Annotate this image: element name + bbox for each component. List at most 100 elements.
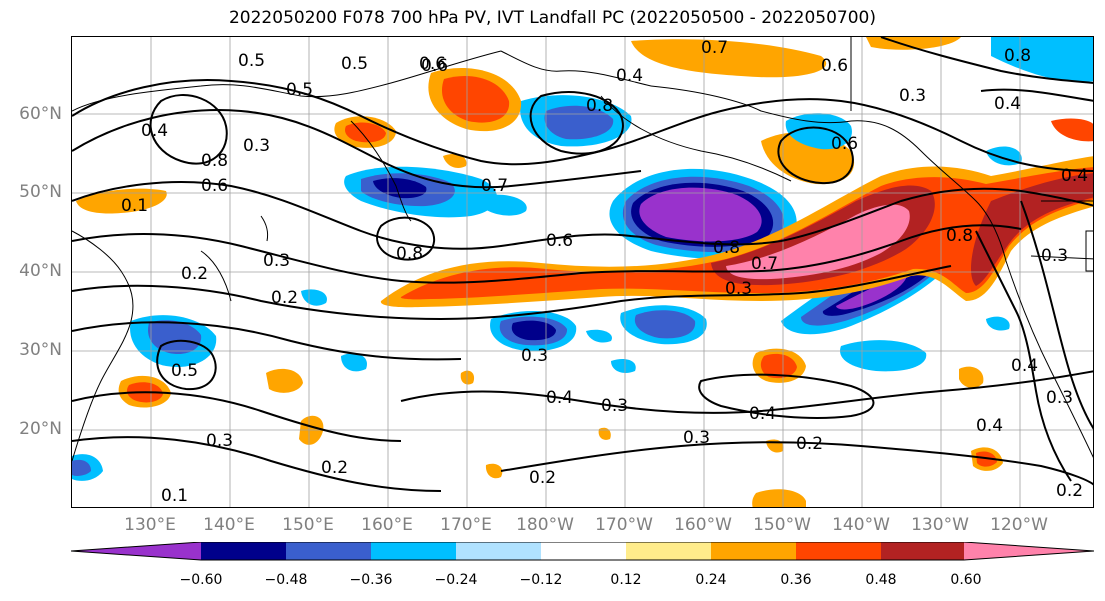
contour-label: 0.8 [946,226,973,246]
negative-anomaly-region [481,194,527,216]
colorbar-segment [71,542,201,560]
colorbar-tick: 0.36 [780,572,812,588]
contour-label: 0.7 [481,176,508,196]
contour-label: 0.2 [529,468,556,488]
contour-label: 0.4 [141,121,168,141]
colorbar-segment [711,542,796,560]
colorbar-tick: −0.24 [434,572,478,588]
lon-label-170w: 170°W [595,515,653,535]
contour-label: 0.5 [171,361,198,381]
negative-anomaly-region [341,353,367,372]
contour-label: 0.3 [725,279,752,299]
contour-label: 0.3 [521,346,548,366]
lon-label-160w: 160°W [674,515,732,535]
contour-label: 0.4 [616,66,643,86]
colorbar-tick: −0.60 [179,572,223,588]
contour-label: 0.1 [121,196,148,216]
positive-anomaly-region [752,489,806,507]
colorbar-segment [626,542,711,560]
negative-anomaly-region [586,329,612,343]
negative-anomaly-region [301,289,327,306]
colorbar-segment [456,542,541,560]
positive-anomaly-region [1051,118,1093,142]
colorbar-segment [201,542,286,560]
negative-anomaly-region [991,37,1093,82]
positive-anomaly-region [726,204,910,280]
negative-anomaly-region [611,359,636,373]
contour-label: 0.8 [201,151,228,171]
contour-label: 0.2 [181,264,208,284]
contour-label: 0.5 [238,51,265,71]
contour-label: 0.3 [899,86,926,106]
contour-label: 0.8 [586,96,613,116]
negative-anomaly-region [634,310,696,339]
colorbar-segment [796,542,881,560]
lon-label-180w: 180°W [516,515,574,535]
negative-anomaly-region [840,340,927,372]
contour-label: 0.2 [796,434,823,454]
colorbar-segment [881,542,964,560]
contour-label: 0.7 [751,254,778,274]
contour-label: 0.3 [206,431,233,451]
positive-anomaly-region [959,366,984,388]
contour-label: 0.3 [1041,246,1068,266]
contour-label: 0.4 [749,404,776,424]
lon-label-120w: 120°W [990,515,1048,535]
contour-label: 0.2 [1056,481,1083,501]
contour-label: 0.3 [601,396,628,416]
colorbar-tick: −0.12 [519,572,563,588]
negative-anomaly-region [639,187,762,242]
map-panel: 0.5 0.5 0.5 0.6 0.7 0.8 0.8 0.6 0.3 0.4 … [71,36,1094,508]
contour-label: 0.6 [201,176,228,196]
contour-label: 0.7 [701,38,728,58]
lon-label-160e: 160°E [361,515,413,535]
positive-anomaly-region [76,188,167,214]
contour-label: 0.2 [321,458,348,478]
contour-label: 0.8 [1004,46,1031,66]
colorbar-tick: −0.36 [349,572,393,588]
colorbar-segment [541,542,626,560]
contour-label: 0.5 [341,54,368,74]
contour-label: 0.6 [421,56,448,76]
lat-label-20n: 20°N [19,419,62,439]
colorbar [71,542,1094,561]
pv-contours [72,37,1093,492]
lat-label-30n: 30°N [19,340,62,360]
contour-label: 0.6 [419,54,446,74]
contour-label: 0.2 [271,288,298,308]
positive-anomaly-region [598,427,611,440]
positive-anomaly-region [266,368,303,393]
positive-anomaly-region [345,122,386,143]
contour-labels: 0.5 0.5 0.5 0.6 0.7 0.8 0.8 0.6 0.3 0.4 … [121,38,1088,506]
contour-label: 0.3 [683,428,710,448]
lat-label-50n: 50°N [19,182,62,202]
contour-label: 0.3 [263,251,290,271]
contour-label: 0.8 [713,238,740,258]
positive-anomaly-region [760,353,797,379]
lon-label-170e: 170°E [440,515,492,535]
contour-label: 0.1 [161,486,188,506]
contour-label: 0.6 [821,56,848,76]
contour-label: 0.8 [396,244,423,264]
lat-label-60n: 60°N [19,104,62,124]
colorbar-tick: 0.24 [695,572,727,588]
colorbar-outline [71,542,1094,561]
contour-label: 0.4 [1061,166,1088,186]
colorbar-tick: 0.12 [610,572,642,588]
positive-anomaly-region [441,75,510,123]
negative-anomaly-region [511,320,556,341]
contour-label: 0.4 [994,94,1021,114]
map-title: 2022050200 F078 700 hPa PV, IVT Landfall… [228,8,876,28]
contour-label: 0.4 [976,416,1003,436]
lon-label-130e: 130°E [124,515,176,535]
contour-label: 0.6 [546,231,573,251]
colorbar-tick: 0.48 [865,572,897,588]
map-canvas: 0.5 0.5 0.5 0.6 0.7 0.8 0.8 0.6 0.3 0.4 … [72,37,1093,507]
contour-label: 0.3 [1046,388,1073,408]
positive-anomaly-region [631,39,827,78]
colorbar-segment [964,542,1094,560]
colorbar-segment [371,542,456,560]
lon-label-150e: 150°E [282,515,334,535]
contour-label: 0.6 [831,134,858,154]
contour-label: 0.3 [243,136,270,156]
